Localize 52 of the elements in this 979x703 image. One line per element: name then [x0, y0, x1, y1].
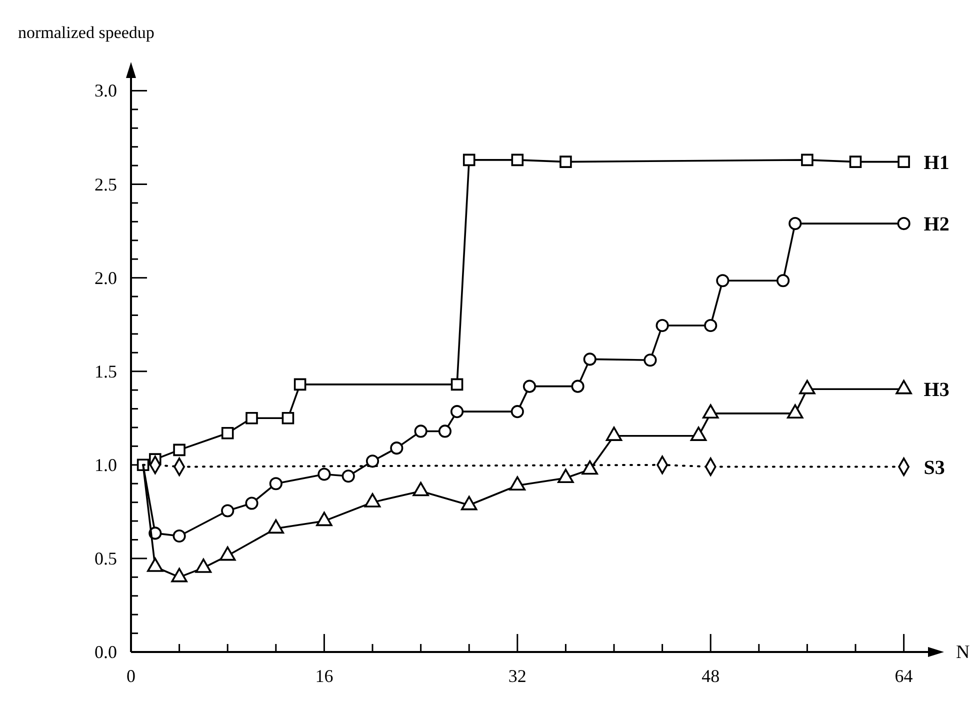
point: [450, 378, 464, 391]
point: [414, 424, 428, 438]
point: [644, 354, 657, 367]
series-label: H1: [924, 152, 950, 174]
point: [656, 318, 669, 332]
point: [318, 468, 331, 481]
point: [704, 318, 718, 332]
point: [221, 504, 234, 518]
x-tick-label: 16: [315, 666, 334, 686]
point: [849, 156, 862, 168]
point: [245, 496, 258, 510]
y-tick-label: 2.0: [94, 268, 117, 288]
point: [221, 426, 234, 440]
y-tick-label: 1.0: [94, 454, 117, 475]
y-tick-label: 0.0: [94, 642, 117, 662]
point: [788, 217, 802, 230]
point: [462, 154, 476, 166]
x-tick-label: 0: [126, 666, 136, 686]
point: [450, 405, 464, 418]
series-label: S3: [924, 456, 945, 479]
point: [510, 405, 524, 418]
series-label: H3: [924, 379, 950, 402]
x-tick-label: 48: [702, 666, 720, 686]
point: [801, 154, 814, 166]
y-tick-label: 0.5: [94, 548, 117, 568]
point: [366, 454, 380, 468]
point: [342, 470, 355, 483]
x-axis-title: N: [956, 642, 970, 663]
point: [438, 424, 452, 438]
x-tick-label: 32: [508, 666, 526, 686]
point: [282, 412, 294, 424]
point: [172, 529, 186, 543]
point: [898, 156, 910, 168]
point: [776, 274, 790, 288]
y-tick-label: 2.5: [94, 174, 117, 194]
y-tick-label: 3.0: [94, 80, 117, 101]
point: [522, 380, 536, 393]
point: [246, 412, 258, 424]
point: [583, 352, 596, 366]
x-tick-label: 64: [894, 666, 913, 686]
point: [390, 442, 404, 455]
point: [294, 378, 306, 391]
point: [897, 217, 910, 230]
y-axis-title: normalized speedup: [18, 23, 154, 42]
point: [716, 274, 730, 288]
point: [269, 477, 282, 490]
point: [511, 154, 524, 166]
point: [560, 156, 572, 168]
point: [571, 380, 584, 393]
y-tick-label: 1.5: [94, 361, 117, 382]
series-label: H2: [924, 214, 950, 236]
point: [173, 444, 186, 456]
